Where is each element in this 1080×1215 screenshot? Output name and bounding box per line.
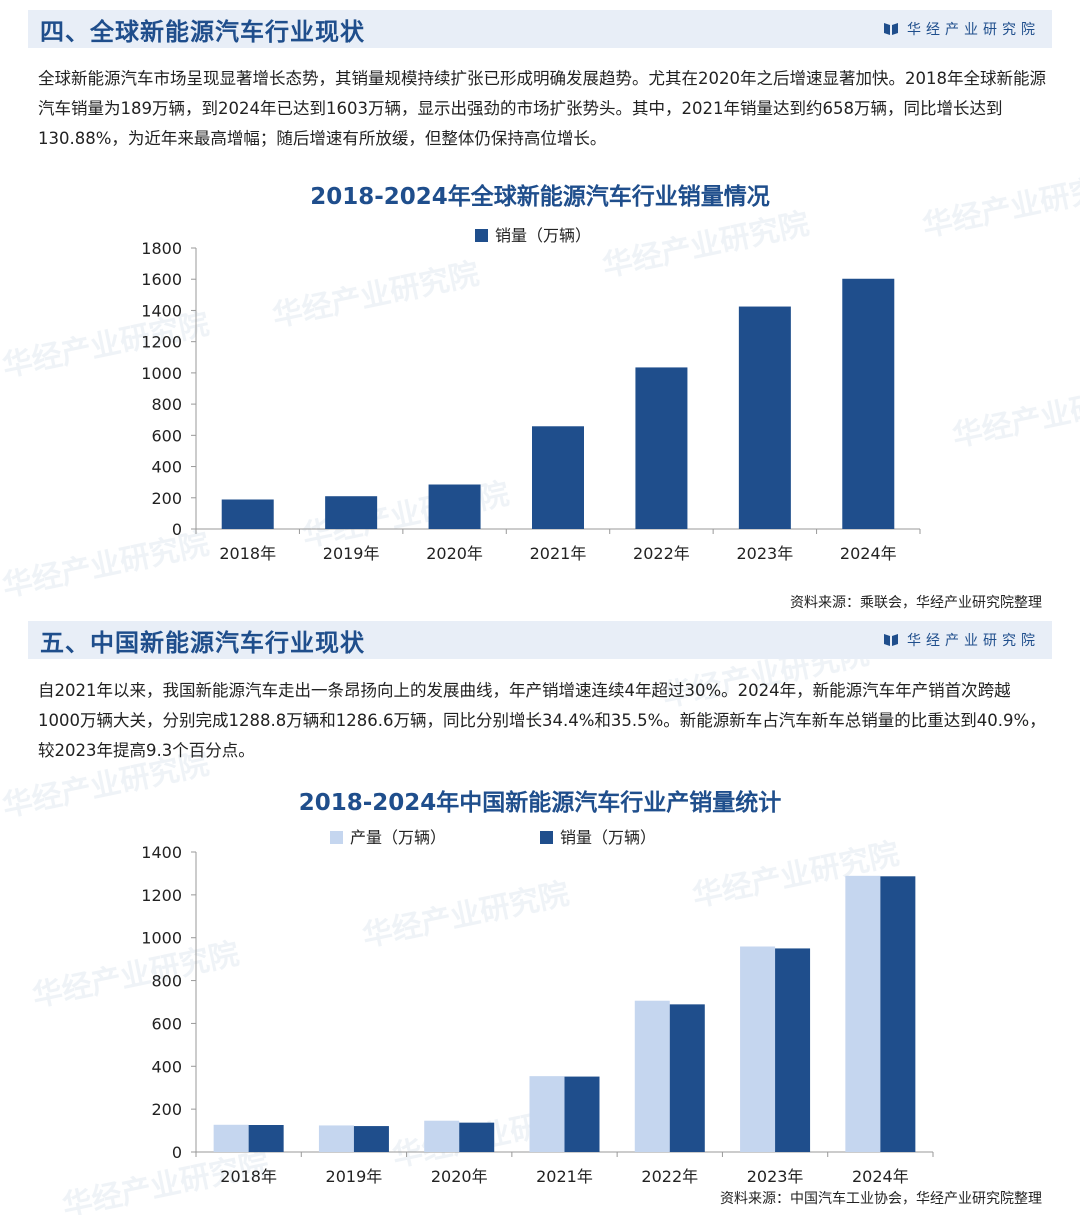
book-logo-icon bbox=[884, 23, 898, 35]
china-production-sales-chart: 产量（万辆） 销量（万辆） 0 200 400 600 800 1000 1200 1400 201… bbox=[141, 828, 934, 1186]
y-tick-label: 200 bbox=[151, 1100, 182, 1119]
brand-label: 华经产业研究院 bbox=[883, 19, 1040, 39]
bar bbox=[318, 1125, 354, 1152]
y-tick-label: 400 bbox=[151, 1057, 182, 1076]
bar bbox=[248, 1125, 284, 1152]
brand-label: 华经产业研究院 bbox=[883, 630, 1040, 650]
bar bbox=[842, 278, 895, 529]
x-tick-label: 2019年 bbox=[326, 1167, 383, 1186]
bar bbox=[635, 367, 688, 529]
bar bbox=[424, 1120, 460, 1152]
section-header-china: 五、中国新能源汽车行业现状 华经产业研究院 bbox=[28, 621, 1052, 659]
legend-label: 销量（万辆） bbox=[495, 226, 591, 245]
bar bbox=[564, 1076, 600, 1152]
x-tick-label: 2018年 bbox=[220, 1167, 277, 1186]
x-tick-label: 2019年 bbox=[323, 544, 380, 563]
chart-title: 2018-2024年全球新能源汽车行业销量情况 bbox=[310, 184, 770, 210]
bar bbox=[213, 1124, 249, 1152]
y-tick-label: 0 bbox=[172, 520, 182, 539]
legend-swatch bbox=[330, 831, 343, 844]
global-sales-chart: 销量（万辆） 0 200 400 600 800 1000 1200 1400 1600 1800 2… bbox=[141, 226, 921, 563]
x-tick-label: 2024年 bbox=[840, 544, 897, 563]
x-tick-label: 2018年 bbox=[219, 544, 276, 563]
bar bbox=[428, 484, 481, 529]
bar bbox=[532, 426, 584, 529]
legend-swatch bbox=[475, 229, 488, 242]
legend-label: 销量（万辆） bbox=[560, 828, 656, 847]
y-tick-label: 400 bbox=[151, 458, 182, 477]
bar bbox=[325, 496, 378, 529]
intro-paragraph: 自2021年以来，我国新能源汽车走出一条昂扬向上的发展曲线，年产销增速连续4年超… bbox=[38, 681, 1046, 760]
x-tick-label: 2023年 bbox=[736, 544, 793, 563]
source-note: 资料来源：乘联会，华经产业研究院整理 bbox=[790, 595, 1042, 611]
y-tick-label: 1800 bbox=[141, 239, 182, 258]
y-tick-label: 200 bbox=[151, 489, 182, 508]
bar bbox=[738, 306, 791, 529]
x-tick-label: 2021年 bbox=[536, 1167, 593, 1186]
y-tick-label: 1000 bbox=[141, 929, 182, 948]
y-tick-label: 600 bbox=[151, 426, 182, 445]
y-tick-label: 1200 bbox=[141, 333, 182, 352]
y-tick-label: 800 bbox=[151, 972, 182, 991]
intro-paragraph: 全球新能源汽车市场呈现显著增长态势，其销量规模持续扩张已形成明确发展趋势。尤其在… bbox=[38, 69, 1046, 148]
book-logo-icon bbox=[884, 634, 898, 646]
y-tick-label: 1000 bbox=[141, 364, 182, 383]
bar bbox=[669, 1004, 705, 1152]
x-tick-label: 2020年 bbox=[431, 1167, 488, 1186]
chart-title: 2018-2024年中国新能源汽车行业产销量统计 bbox=[298, 790, 782, 816]
bar bbox=[845, 875, 881, 1152]
section-title: 四、全球新能源汽车行业现状 bbox=[40, 17, 365, 46]
bar bbox=[221, 499, 274, 529]
section-header-global: 四、全球新能源汽车行业现状 华经产业研究院 bbox=[28, 10, 1052, 48]
y-tick-label: 600 bbox=[151, 1014, 182, 1033]
brand-name: 华经产业研究院 bbox=[907, 633, 1040, 649]
bar bbox=[353, 1126, 389, 1152]
y-tick-label: 1200 bbox=[141, 886, 182, 905]
x-tick-label: 2023年 bbox=[747, 1167, 804, 1186]
x-tick-label: 2022年 bbox=[641, 1167, 698, 1186]
x-tick-label: 2022年 bbox=[633, 544, 690, 563]
y-tick-label: 1400 bbox=[141, 301, 182, 320]
bar bbox=[634, 1000, 670, 1152]
source-note: 资料来源：中国汽车工业协会，华经产业研究院整理 bbox=[720, 1191, 1042, 1207]
y-tick-label: 1400 bbox=[141, 843, 182, 862]
legend-label: 产量（万辆） bbox=[350, 828, 446, 847]
x-tick-label: 2021年 bbox=[530, 544, 587, 563]
x-tick-label: 2020年 bbox=[426, 544, 483, 563]
section-title: 五、中国新能源汽车行业现状 bbox=[40, 628, 365, 657]
bar bbox=[740, 946, 776, 1152]
legend-swatch bbox=[540, 831, 553, 844]
brand-name: 华经产业研究院 bbox=[907, 22, 1040, 38]
y-tick-label: 0 bbox=[172, 1143, 182, 1162]
x-tick-label: 2024年 bbox=[852, 1167, 909, 1186]
bar bbox=[775, 948, 811, 1152]
bar bbox=[459, 1122, 495, 1152]
bar bbox=[880, 876, 916, 1152]
y-tick-label: 1600 bbox=[141, 270, 182, 289]
y-tick-label: 800 bbox=[151, 395, 182, 414]
bar bbox=[529, 1076, 565, 1152]
